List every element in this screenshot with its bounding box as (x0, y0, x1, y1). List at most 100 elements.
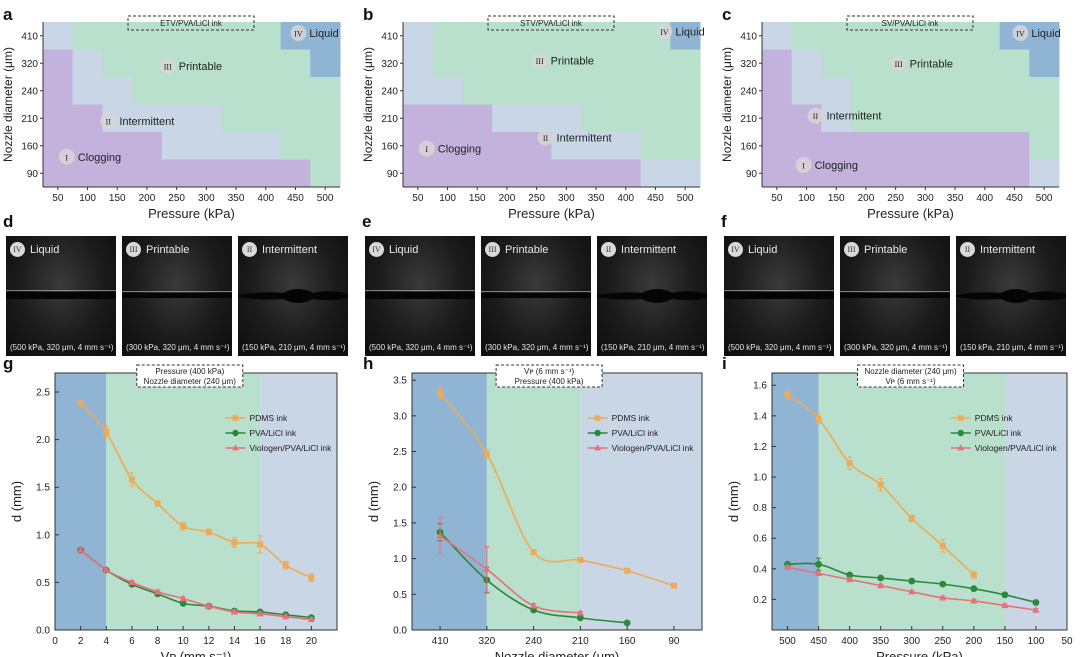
filament (956, 289, 1066, 303)
data-point-triangle (846, 575, 854, 583)
data-point-circle (846, 571, 854, 579)
phase-cell-clogging (851, 159, 882, 188)
regime-label: Printable (146, 244, 190, 256)
phase-cell-clogging (72, 159, 103, 188)
filament-sheen (122, 291, 232, 292)
data-point-square (231, 539, 238, 546)
phase-cell-clogging (969, 159, 1001, 188)
region-label: Printable (910, 58, 953, 70)
x-tick-label: 500 (1036, 193, 1053, 204)
phase-cell-printable (221, 77, 252, 105)
condition-title: Pressure (400 kPa) (155, 367, 224, 376)
print-conditions: (500 kPa, 320 μm, 4 mm s⁻¹) (369, 343, 473, 352)
phase-cell-printable (610, 49, 642, 78)
phase-cell-intermittent (191, 104, 222, 133)
x-tick-label: 18 (280, 636, 292, 647)
x-tick-label: 300 (198, 193, 215, 204)
x-tick-label: 350 (947, 193, 964, 204)
data-point-square (77, 400, 84, 407)
x-tick-label: 450 (647, 193, 664, 204)
data-point-triangle (179, 594, 187, 602)
panel-letter-a: a (3, 5, 13, 24)
region-marker (890, 55, 907, 72)
data-point-triangle (205, 602, 213, 609)
phase-cell-printable (191, 22, 222, 50)
condition-title: Vᴘ (6 mm s⁻¹) (524, 367, 575, 376)
phase-cell-clogging (581, 159, 612, 188)
x-tick-label: 160 (619, 636, 636, 647)
region-marker (807, 107, 824, 124)
x-tick-label: 0 (52, 636, 58, 647)
phase-cell-intermittent (762, 22, 793, 50)
condition-title: Nozzle diameter (240 μm) (864, 367, 957, 376)
y-axis-title: Nozzle diameter (μm) (720, 47, 734, 162)
regime-label: Liquid (30, 244, 60, 256)
legend-label: PDMS ink (249, 413, 288, 423)
filament-sheen (365, 290, 475, 291)
region-marker (656, 23, 673, 40)
band-liquid (412, 373, 487, 630)
phase-cell-clogging (762, 49, 793, 78)
data-point-circle (179, 599, 187, 607)
phase-cell-clogging (492, 159, 523, 188)
phase-cell-intermittent (161, 132, 192, 160)
regime-numeral: III (485, 242, 500, 257)
phase-map-b: b 50 100 150 200 250 300 350 400 450 500 410 320 240 2… (361, 5, 705, 221)
phase-cell-intermittent (403, 77, 434, 105)
y-tick-label: 210 (381, 114, 398, 125)
regime-numeral: IV (10, 242, 25, 257)
data-point-triangle (1032, 606, 1040, 613)
x-tick-label: 50 (52, 193, 64, 204)
region-numeral: II (543, 134, 549, 143)
regime-label: Intermittent (980, 244, 1036, 256)
y-tick-label: 160 (21, 141, 38, 152)
data-point-circle (1001, 591, 1009, 599)
y-tick-label: 210 (21, 114, 38, 125)
phase-cell-intermittent (221, 132, 252, 160)
filament (597, 289, 707, 303)
legend-label: PDMS ink (612, 413, 651, 423)
phase-cell-intermittent (821, 104, 852, 133)
x-tick-label: 10 (178, 636, 190, 647)
x-tick-label: 100 (798, 193, 815, 204)
data-point-square (624, 567, 631, 574)
x-tick-label: 250 (934, 636, 951, 647)
phase-cell-clogging (250, 159, 282, 188)
y-tick-label: 160 (381, 141, 398, 152)
x-tick-label: 2 (78, 636, 84, 647)
region-numeral: I (425, 145, 428, 154)
x-tick-label: 150 (997, 636, 1014, 647)
phase-cell-clogging (791, 132, 822, 160)
legend-label: PVA/LiCl ink (612, 428, 659, 438)
data-point-square (103, 429, 110, 436)
phase-cell-printable (1029, 132, 1060, 160)
region-label: Clogging (78, 152, 121, 164)
phase-cell-clogging (851, 132, 882, 160)
x-tick-label: 6 (129, 636, 135, 647)
region-marker (531, 52, 548, 69)
x-tick-label: 14 (229, 636, 241, 647)
region-numeral: IV (1016, 30, 1025, 39)
band-printable (486, 373, 581, 630)
x-axis-title: Nozzle diameter (μm) (495, 649, 620, 657)
data-point-circle (939, 580, 947, 588)
phase-cell-printable (910, 104, 941, 133)
regime-label: Printable (505, 244, 549, 256)
phase-cell-printable (310, 77, 341, 105)
y-tick-label: 0.5 (36, 578, 50, 589)
y-tick-label: 3.5 (393, 376, 407, 387)
phase-cell-printable (432, 49, 463, 78)
phase-cell-intermittent (250, 132, 282, 160)
region-marker (537, 129, 554, 146)
y-tick-label: 1.2 (753, 442, 767, 453)
phase-cell-liquid (310, 49, 341, 78)
ink-title-box (127, 15, 255, 31)
regime-label: Printable (864, 244, 908, 256)
phase-cell-printable (640, 104, 671, 133)
y-tick-label: 90 (27, 169, 39, 180)
phase-cell-intermittent (821, 77, 852, 105)
filament-photo-intermittent: II Intermittent (150 kPa, 210 μm, 4 mm s⁻¹… (597, 236, 707, 356)
region-marker (290, 25, 307, 41)
data-point-triangle (256, 610, 264, 617)
filament (724, 292, 834, 299)
